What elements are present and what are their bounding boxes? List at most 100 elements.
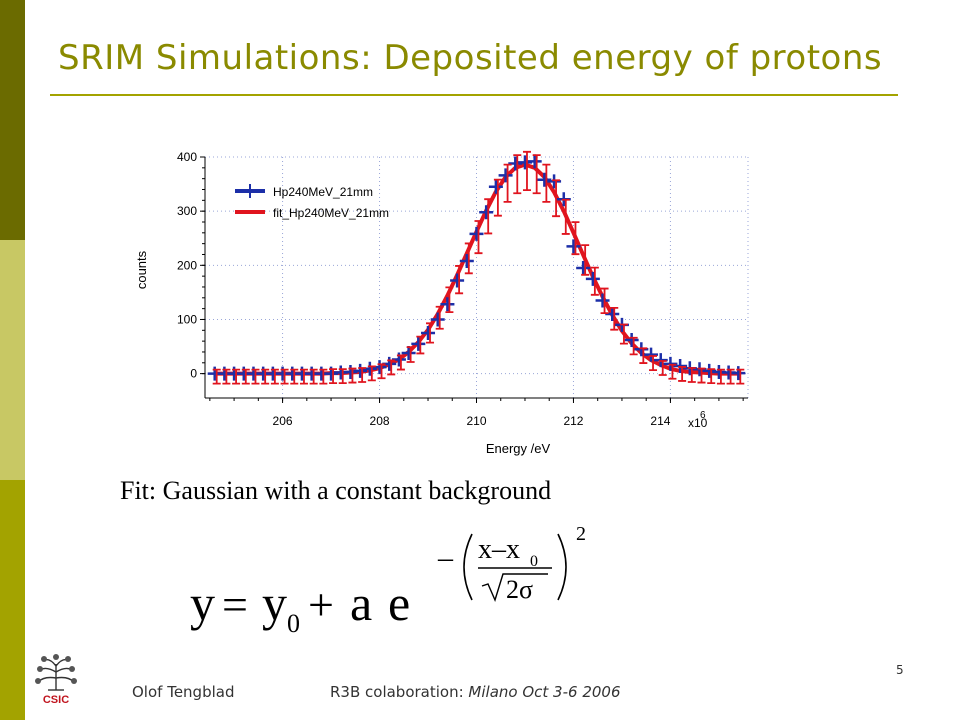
error-bar [707,368,716,384]
data-point-marker [421,326,436,341]
formula-equals: = [222,579,248,630]
error-bar [280,368,289,385]
formula-e: e [388,575,410,631]
error-bar [542,163,551,203]
formula-plus: + [308,579,334,630]
error-bar [639,347,648,364]
data-point-marker [459,253,474,268]
data-point-marker [401,346,416,361]
error-bar [522,150,531,192]
logo-leaves [35,654,77,684]
data-point-marker [527,154,542,169]
error-bar [736,368,745,385]
data-point-marker [479,205,494,220]
footer-event-prefix: R3B colaboration: [330,683,469,701]
error-bar [338,368,347,384]
error-bar [348,367,357,384]
x-multiplier-label: x10 [688,416,708,430]
sidebar-block-dark [0,0,25,240]
legend-label-fit: fit_Hp240MeV_21mm [273,206,389,220]
footer-author: Olof Tengblad [132,683,235,701]
error-bar [232,368,241,385]
grid-lines [205,156,749,398]
fit-caption: Fit: Gaussian with a constant background [120,476,552,505]
error-bar [241,368,250,385]
error-bar [261,368,270,385]
formula-y0-subscript: 0 [287,609,300,638]
formula-minus: – [437,541,454,574]
y-tick-label: 200 [177,258,197,272]
error-bar [367,365,376,382]
x-tick-label: 212 [563,414,583,428]
data-point-marker [498,168,513,183]
x-axis-title: Energy /eV [486,441,551,456]
error-bar [687,367,696,383]
error-bar [299,368,308,385]
error-bar [387,359,396,376]
data-point-marker [644,347,659,362]
logo-tree-icon [37,658,75,691]
formula-exponent: 2 [576,523,586,545]
formula-denominator: 2σ [506,575,533,604]
csic-logo: CSIC [35,654,77,706]
error-bar [716,368,725,385]
error-bar [610,306,619,331]
x-tick-label: 208 [370,414,390,428]
x-multiplier-exponent: 6 [700,410,706,421]
error-bar [464,242,473,275]
y-tick-label: 400 [177,150,197,164]
error-bar [290,368,299,385]
y-tick-label: 100 [177,312,197,326]
error-bar [571,221,580,256]
data-point-marker [566,239,581,254]
error-bar [590,266,599,296]
data-point-marker [731,366,746,381]
error-bar [658,360,667,376]
error-bar [377,363,386,380]
sidebar-block-mid [0,480,25,720]
error-bar [581,244,590,276]
error-bar [513,154,522,195]
page-number: 5 [896,663,904,677]
error-bar [697,367,706,384]
sidebar-block-light [0,240,25,480]
error-bar [552,179,561,218]
y-tick-label: 0 [190,367,197,381]
error-bar [435,305,444,330]
energy-histogram-chart: 0 100 200 300 400 206 208 210 212 214 Hp240MeV_21… [134,150,749,456]
data-point-marker [440,297,455,312]
y-axis-title: counts [134,250,149,289]
error-bar [619,323,628,345]
error-bar [358,367,367,383]
error-bar [600,287,609,314]
error-bar [416,335,425,355]
error-bar [649,355,658,371]
x-tick-label: 206 [273,414,293,428]
formula-numerator-subscript: 0 [530,553,538,570]
x-tick-label: 210 [466,414,486,428]
x-tick-label: 214 [650,414,670,428]
error-bar [561,198,570,235]
error-bar [503,163,512,203]
data-point-marker [488,179,503,194]
chart-legend: Hp240MeV_21mm fit_Hp240MeV_21mm [235,184,389,220]
error-bar [309,368,318,385]
data-point-marker [605,307,620,322]
axes: 0 100 200 300 400 206 208 210 212 214 [177,150,748,428]
error-bar [396,354,405,371]
error-bar [668,363,677,380]
error-bar [678,366,687,382]
title-underline [50,94,898,96]
formula-a: a [350,575,372,631]
data-point-marker [537,172,552,187]
error-bar [270,368,279,385]
formula-numerator: x–x [478,534,520,565]
logo-text: CSIC [43,694,69,706]
data-point-marker [547,174,562,189]
slide-title: SRIM Simulations: Deposited energy of pr… [58,38,883,78]
error-bar [329,368,338,384]
data-point-marker [585,271,600,286]
data-point-marker [353,363,368,378]
formula-left-paren [463,533,473,601]
error-bar [532,154,541,195]
